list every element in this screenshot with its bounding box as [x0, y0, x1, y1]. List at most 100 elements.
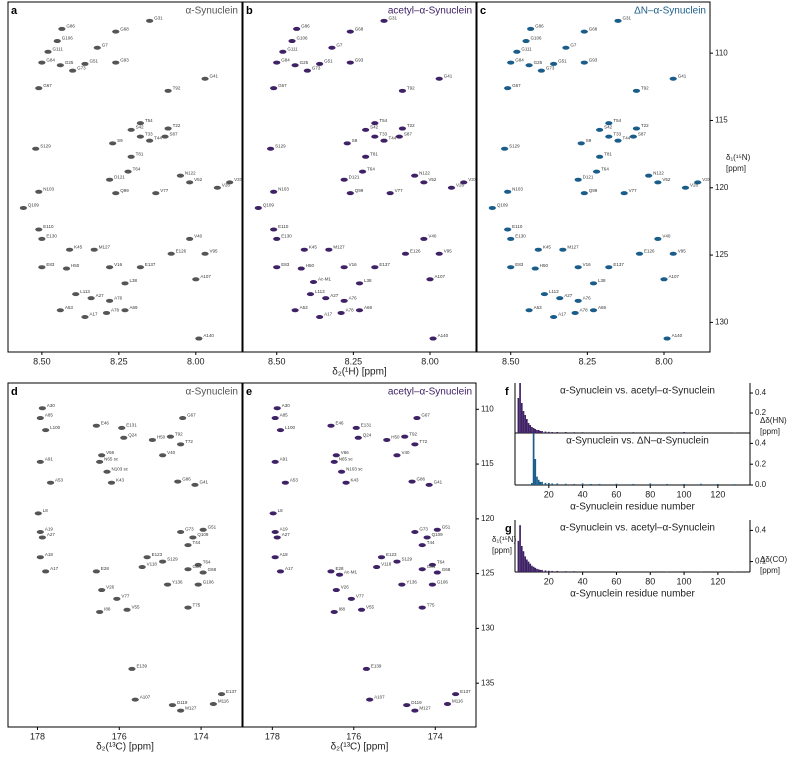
peak-label: V77	[121, 594, 130, 599]
peak	[103, 469, 111, 474]
bar	[564, 571, 567, 572]
peak-label: E83	[515, 262, 524, 267]
peak	[124, 169, 132, 174]
peak	[525, 63, 533, 68]
peak	[69, 68, 77, 73]
peak	[93, 45, 101, 50]
peak	[605, 134, 613, 139]
peak	[128, 666, 136, 671]
peak	[184, 605, 192, 610]
peak	[596, 127, 604, 132]
peak-label: V55	[132, 604, 141, 609]
bar	[522, 551, 525, 572]
peak-label: A53	[65, 305, 74, 310]
peak	[574, 298, 582, 303]
peak	[72, 292, 80, 297]
panel-letter: f	[505, 386, 509, 398]
peak-label: G111	[521, 46, 532, 51]
peak	[174, 479, 182, 484]
peak-label: T54	[145, 118, 153, 123]
peak	[168, 703, 177, 708]
peak-label: E130	[46, 234, 57, 239]
peak-label: N122	[185, 170, 196, 175]
peak	[123, 607, 131, 612]
bar	[547, 570, 550, 572]
peak-label: L100	[50, 425, 61, 430]
peak-label: G51	[442, 524, 451, 529]
peak	[186, 180, 194, 185]
peak	[159, 559, 167, 564]
peak-label: T81	[370, 151, 378, 156]
peak	[112, 191, 120, 196]
bar	[517, 398, 520, 433]
peak-label: A91	[280, 457, 289, 462]
peak-label: T44	[154, 135, 162, 140]
peak-label: V118	[147, 562, 158, 567]
peak	[98, 453, 106, 458]
peak	[435, 76, 443, 81]
peak	[460, 180, 468, 185]
peak-label: G84	[193, 564, 202, 569]
peak	[293, 26, 301, 31]
bar	[551, 483, 554, 485]
peak-label: H50	[71, 263, 80, 268]
peak	[580, 29, 588, 34]
peak	[447, 185, 456, 190]
peak-label: L38	[364, 278, 372, 283]
peak-label: G106	[203, 579, 215, 584]
peak-label: G93	[120, 57, 129, 62]
x-tick-label: 8.00	[421, 356, 439, 366]
bar	[733, 571, 736, 572]
bar	[517, 540, 520, 572]
peak-label: K45	[74, 244, 83, 249]
peak-label: T81	[136, 151, 144, 156]
peak	[580, 60, 588, 65]
bar	[683, 571, 685, 572]
peak-label: E110	[278, 224, 289, 229]
peak-label: G7	[102, 42, 109, 47]
peak	[355, 281, 364, 286]
peak-label: M127	[99, 244, 111, 249]
peak	[186, 236, 194, 241]
peak-label: E46	[335, 420, 344, 425]
bar	[717, 571, 719, 572]
peak-label: N103 sc	[346, 466, 363, 471]
peak-label: E137	[613, 262, 624, 267]
bar	[556, 483, 559, 485]
x-tick-label: 80	[645, 576, 655, 586]
peak	[681, 185, 690, 190]
peak	[398, 88, 407, 93]
peak-label: E123	[386, 552, 397, 557]
peak-label: M127	[419, 705, 431, 710]
peak	[102, 310, 111, 315]
peak	[537, 68, 545, 73]
peak	[316, 315, 324, 319]
x-tick-label: 8.00	[187, 356, 205, 366]
peak-label: V77	[395, 188, 404, 193]
peak-label: A18	[45, 552, 54, 557]
peak	[273, 236, 281, 241]
peak	[423, 535, 431, 540]
peak-label: M127	[333, 244, 345, 249]
peak-label: N103 sc	[112, 466, 129, 471]
y-axis-label: [ppm]	[760, 566, 780, 575]
bar	[532, 433, 535, 485]
peak	[589, 281, 598, 286]
peak	[660, 277, 668, 282]
bar	[544, 570, 547, 572]
peak-label: T44	[193, 540, 201, 545]
peak-label: D121	[583, 174, 594, 179]
y-axis-label: Δδ(HN)	[760, 416, 787, 425]
peak	[527, 26, 535, 31]
peak-label: A53	[300, 305, 309, 310]
peak-label: V26	[341, 585, 350, 590]
bar	[615, 571, 618, 572]
bar	[556, 570, 559, 572]
peak	[279, 49, 287, 54]
peak-label: A140	[672, 333, 683, 338]
peak-label: K45	[309, 244, 318, 249]
peak	[309, 280, 318, 284]
peak-label: Y136	[172, 579, 183, 584]
peak-label: A27	[564, 293, 573, 298]
